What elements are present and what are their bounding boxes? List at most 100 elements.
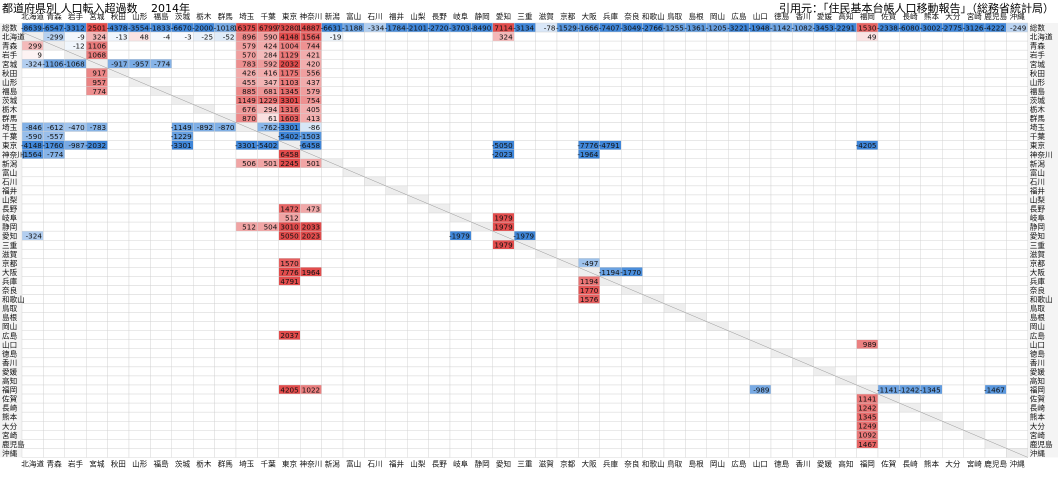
heatmap-cell [192,430,215,440]
heatmap-cell [471,86,493,96]
heatmap-cell [728,49,750,60]
heatmap-cell [171,411,194,422]
heatmap-cell [877,140,900,150]
heatmap-cell [963,421,986,431]
heatmap-cell [107,113,130,123]
heatmap-cell [150,176,172,187]
heatmap-cell [171,303,194,313]
heatmap-cell [1006,131,1029,141]
heatmap-cell [835,230,857,241]
cell-value-label: 405 [306,105,320,114]
heatmap-cell [21,104,44,114]
heatmap-cell [877,122,900,132]
heatmap-cell [43,230,66,241]
heatmap-cell [192,339,215,350]
heatmap-cell [899,330,922,340]
row-label-right: 長崎 [1030,403,1046,413]
heatmap-cell [877,77,900,87]
heatmap-cell [685,321,708,331]
heatmap-cell [428,158,451,169]
heatmap-cell [749,194,772,205]
heatmap-cell [321,312,344,322]
heatmap-cell [21,366,44,377]
cell-value-label: -25 [201,33,213,42]
heatmap-cell [556,40,579,51]
heatmap-cell [963,176,986,187]
heatmap-cell [749,149,772,159]
heatmap-cell [128,348,151,359]
heatmap-cell [556,158,579,169]
heatmap-cell [963,77,986,87]
heatmap-cell [171,104,194,114]
heatmap-cell [856,167,879,178]
heatmap-cell [278,448,301,458]
heatmap-cell [514,294,536,304]
heatmap-cell [64,357,87,368]
heatmap-cell [321,285,344,295]
heatmap-cell [342,330,365,340]
heatmap-cell [342,59,365,69]
heatmap-cell [192,276,215,286]
cell-value-label: -612 [47,123,63,132]
heatmap-cell [257,348,279,359]
heatmap-cell [770,104,793,114]
heatmap-cell [856,321,879,331]
heatmap-cell [364,104,386,114]
heatmap-cell [663,439,686,449]
row-label-right: 奈良 [1030,285,1046,295]
heatmap-cell [835,411,857,422]
heatmap-cell [770,221,793,232]
heatmap-cell [21,276,44,286]
heatmap-cell [43,439,66,449]
cell-value-label: 1175 [280,69,298,78]
heatmap-cell [578,113,601,123]
heatmap-cell [877,95,900,105]
heatmap-cell [407,176,429,187]
heatmap-cell [706,303,729,313]
heatmap-cell [963,303,986,313]
row-label-right: 埼玉 [1030,122,1046,132]
heatmap-cell [963,131,986,141]
cell-value-label: -1229 [171,132,192,141]
heatmap-cell [663,167,686,178]
heatmap-cell [514,86,536,96]
heatmap-cell [385,203,408,214]
heatmap-cell [749,140,772,150]
heatmap-cell [899,421,922,431]
heatmap-cell [278,176,301,187]
heatmap-cell [706,158,729,169]
heatmap-cell [21,375,44,386]
heatmap-cell [150,194,172,205]
heatmap-cell [150,267,172,277]
heatmap-cell [535,330,558,340]
heatmap-cell [621,49,643,60]
heatmap-cell [342,375,365,386]
row-label-right: 長野 [1030,205,1046,214]
heatmap-cell [1006,212,1029,223]
row-label-left: 和歌山 [2,294,25,304]
heatmap-cell [1006,439,1029,449]
heatmap-cell [621,95,643,105]
row-label-left: 長崎 [2,403,18,413]
heatmap-cell [813,131,836,141]
heatmap-cell [813,167,836,178]
cell-value-label: 1979 [494,241,513,250]
heatmap-cell [984,348,1007,359]
cell-value-label: 1068 [88,51,107,60]
heatmap-cell [300,194,322,205]
heatmap-cell [770,158,793,169]
heatmap-cell [171,421,194,431]
heatmap-cell [342,140,365,150]
heatmap-cell [599,104,622,114]
heatmap-cell [621,176,643,187]
row-label-right: 大阪 [1030,267,1046,277]
row-label-left: 福井 [2,185,18,195]
heatmap-cell [942,384,964,395]
heatmap-cell [235,402,258,413]
heatmap-cell [599,158,622,169]
heatmap-cell [984,312,1007,322]
heatmap-cell [578,176,601,187]
heatmap-cell [471,104,493,114]
heatmap-cell [321,339,344,350]
heatmap-cell [984,402,1007,413]
